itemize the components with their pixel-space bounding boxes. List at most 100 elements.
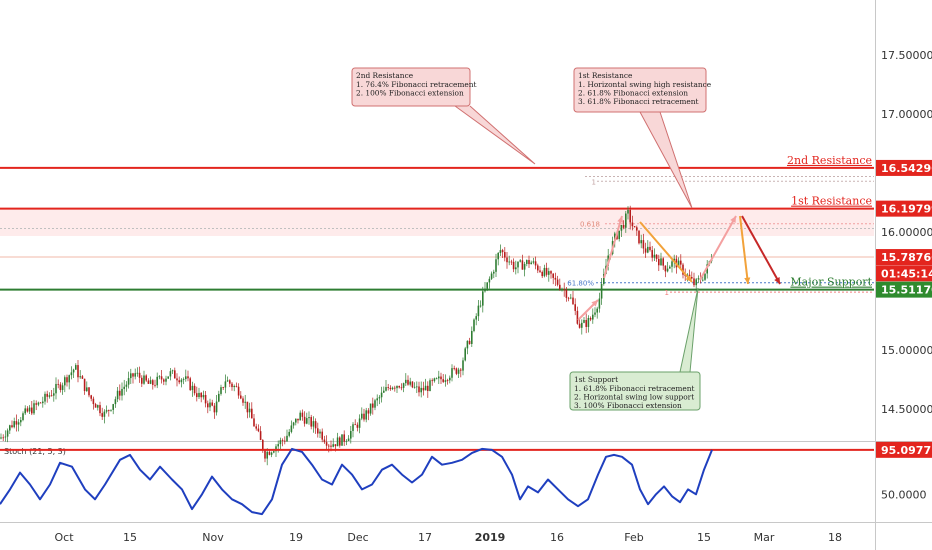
candle — [565, 286, 568, 302]
candle — [244, 394, 246, 409]
candle — [638, 230, 640, 245]
candle — [618, 230, 620, 242]
x-tick-label: Mar — [754, 531, 775, 544]
x-tick-label: Nov — [202, 531, 224, 544]
candle — [112, 403, 114, 415]
candle — [457, 367, 460, 379]
candle — [442, 374, 444, 384]
candle — [504, 247, 506, 262]
candle — [119, 384, 121, 401]
candle — [152, 378, 154, 390]
candle — [530, 260, 532, 265]
candle — [424, 378, 427, 391]
fib-label-618pct: 61.80% — [567, 280, 594, 288]
candle — [655, 254, 658, 262]
candle — [438, 370, 440, 384]
x-tick-label: 15 — [123, 531, 137, 544]
candle — [695, 277, 697, 292]
candle — [451, 364, 453, 382]
candle — [154, 379, 156, 388]
candle — [697, 275, 700, 284]
candle — [374, 398, 376, 411]
candle — [664, 265, 667, 278]
candle — [592, 308, 594, 324]
candle — [251, 402, 253, 419]
candle — [81, 375, 84, 380]
candle — [545, 262, 548, 277]
candle — [427, 381, 429, 398]
candle — [64, 375, 66, 393]
x-tick-label: 16 — [550, 531, 564, 544]
x-tick-label: Oct — [54, 531, 74, 544]
candle — [541, 270, 543, 279]
candle — [352, 422, 354, 438]
candle — [680, 254, 682, 270]
candle — [552, 273, 554, 285]
candle — [510, 259, 513, 266]
candle — [246, 401, 249, 419]
callout-1st-support-line: 2. Horizontal swing low support — [574, 393, 694, 402]
candle — [647, 240, 649, 254]
candle — [484, 282, 486, 293]
candle — [306, 412, 308, 425]
candle — [554, 272, 557, 287]
candle — [332, 438, 334, 448]
candle — [693, 272, 695, 288]
candle — [598, 292, 601, 313]
candle — [356, 422, 359, 432]
candle — [468, 337, 471, 345]
candle — [636, 225, 638, 236]
candle — [143, 370, 145, 385]
candle — [17, 419, 20, 432]
candle — [642, 233, 645, 254]
projection-arrow — [603, 215, 624, 279]
candle — [416, 381, 418, 394]
candle — [42, 396, 44, 408]
candle — [477, 300, 480, 322]
candle — [257, 424, 260, 433]
candle — [209, 398, 211, 412]
callout-1st-support-title: 1st Support — [574, 375, 618, 384]
candle — [141, 375, 143, 388]
candle — [508, 255, 510, 266]
candle — [413, 382, 416, 389]
candle — [165, 375, 167, 386]
candle — [130, 368, 132, 384]
candle — [284, 436, 286, 445]
candle — [526, 259, 528, 267]
candle — [174, 367, 176, 379]
candle — [28, 405, 31, 414]
resistance-zone — [0, 208, 874, 236]
x-tick-label: 18 — [828, 531, 842, 544]
x-tick-label: 2019 — [475, 531, 506, 544]
callout-1st-support-line: 1. 61.8% Fibonacci retracement — [574, 384, 695, 393]
candle — [185, 369, 187, 382]
candle — [200, 392, 202, 403]
candle — [163, 378, 165, 386]
candle — [400, 383, 403, 391]
stochastic-panel[interactable]: Stoch (21, 5, 3) 50.0000 95.0977 — [0, 441, 932, 516]
candle — [411, 381, 414, 389]
candle — [576, 306, 579, 325]
candle — [35, 400, 37, 411]
price-badge: 16.19799 — [876, 200, 932, 217]
candle — [539, 266, 541, 273]
price-axis: 17.50000 17.00000 16.00000 15.00000 14.50000… — [876, 49, 932, 416]
stoch-label: Stoch (21, 5, 3) — [4, 447, 66, 456]
candle — [70, 366, 73, 380]
x-tick-label: 19 — [289, 531, 303, 544]
callout-1st-support-line: 3. 100% Fibonacci extension — [574, 401, 682, 410]
candle — [589, 316, 592, 322]
candle — [259, 426, 262, 441]
candle — [94, 402, 97, 408]
candle — [644, 242, 647, 258]
x-tick-label: Dec — [347, 531, 368, 544]
candle — [242, 396, 244, 406]
candle — [462, 357, 464, 376]
candle — [486, 282, 488, 292]
candle — [354, 419, 356, 426]
callout-2nd-resistance-title: 2nd Resistance — [356, 71, 413, 80]
